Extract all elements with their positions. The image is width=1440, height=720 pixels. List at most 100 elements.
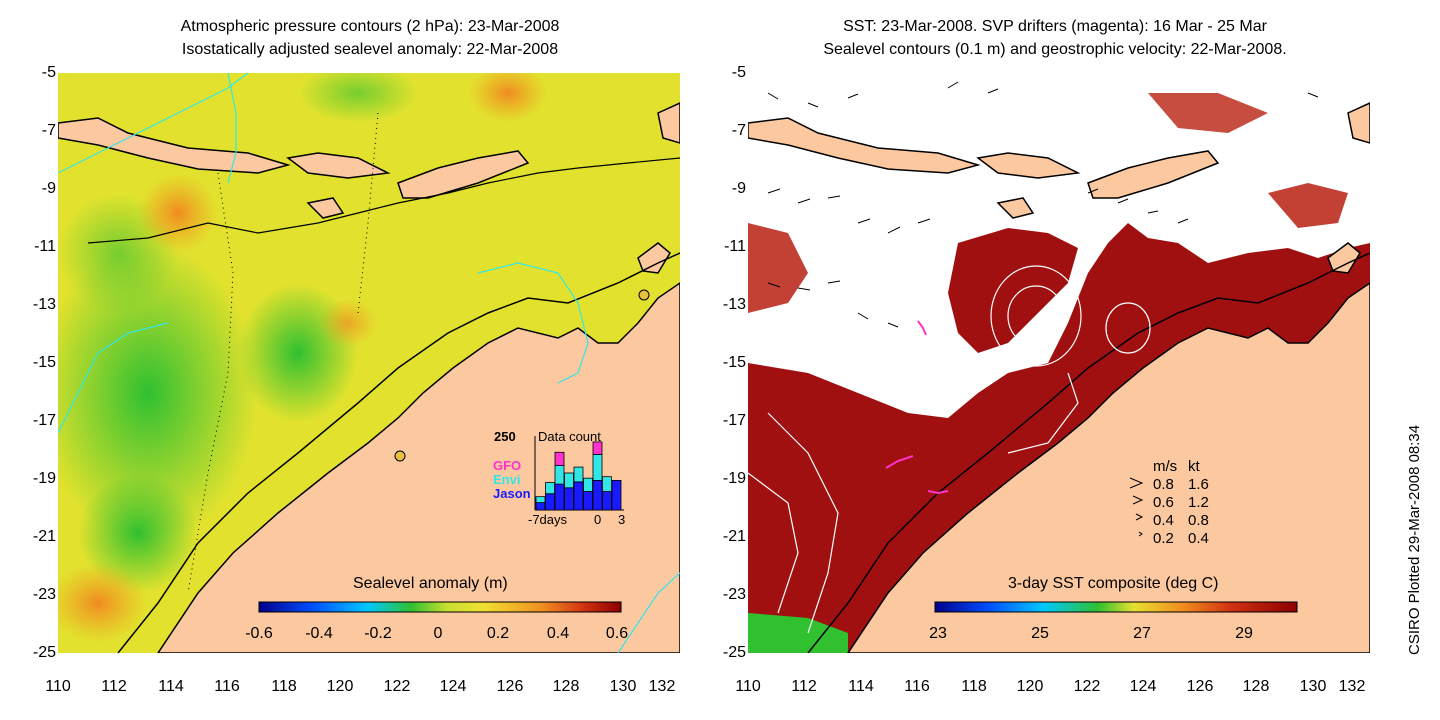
left-title-line2: Isostatically adjusted sealevel anomaly:… xyxy=(181,41,559,58)
inset-bar-envi xyxy=(573,466,584,483)
right-colorbar-tick: 27 xyxy=(1133,625,1151,642)
left-title-line1: Atmospheric pressure contours (2 hPa): 2… xyxy=(180,18,560,35)
right-colorbar-tick: 25 xyxy=(1031,625,1049,642)
right-ytick: -19 xyxy=(722,470,746,487)
right-xtick: 120 xyxy=(1016,678,1044,695)
inset-bar-jason xyxy=(592,480,603,511)
inset-bar-jason xyxy=(611,480,622,511)
right-xtick: 114 xyxy=(848,678,874,695)
left-xtick: 122 xyxy=(383,678,411,695)
inset-legend-envi: Envi xyxy=(493,472,521,487)
right-colorbar xyxy=(934,601,1298,613)
left-ytick: -7 xyxy=(41,122,56,139)
left-xtick: 118 xyxy=(271,678,297,695)
right-title-line2: Sealevel contours (0.1 m) and geostrophi… xyxy=(823,41,1287,58)
right-xtick: 126 xyxy=(1186,678,1214,695)
right-ytick: -5 xyxy=(731,64,746,81)
left-xtick: 130 xyxy=(609,678,637,695)
right-ytick: -15 xyxy=(722,354,746,371)
left-xtick: 126 xyxy=(496,678,524,695)
left-colorbar-tick: -0.6 xyxy=(245,625,273,642)
right-colorbar-label: 3-day SST composite (deg C) xyxy=(1008,575,1219,592)
left-ytick: -9 xyxy=(41,180,56,197)
speed-legend-arrows xyxy=(1129,477,1144,537)
right-xtick: 110 xyxy=(735,678,761,695)
inset-bar-jason xyxy=(583,491,593,511)
speed-legend-header-ms: m/s xyxy=(1153,458,1178,475)
inset-bar-jason xyxy=(554,483,565,511)
right-title-line1: SST: 23-Mar-2008. SVP drifters (magenta)… xyxy=(843,18,1267,35)
left-colorbar xyxy=(258,601,622,613)
right-ytick: -21 xyxy=(722,528,746,545)
left-colorbar-label: Sealevel anomaly (m) xyxy=(353,575,508,592)
inset-bar-gfo xyxy=(592,441,603,455)
right-xtick: 124 xyxy=(1129,678,1157,695)
data-count-inset xyxy=(534,436,624,511)
right-map xyxy=(748,73,1370,653)
speed-legend-ms: 0.6 xyxy=(1153,494,1174,511)
left-xtick: 124 xyxy=(439,678,467,695)
right-xtick: 112 xyxy=(791,678,817,695)
inset-title: Data count xyxy=(538,429,601,444)
left-colorbar-tick: 0.4 xyxy=(546,625,570,642)
speed-legend-kt: 0.8 xyxy=(1188,512,1209,529)
left-colorbar-tick: 0 xyxy=(433,625,443,642)
left-ytick: -21 xyxy=(32,528,56,545)
inset-xlabel-zero: 0 xyxy=(594,512,602,527)
left-colorbar-tick: -0.2 xyxy=(364,625,392,642)
right-xtick: 116 xyxy=(904,678,930,695)
speed-legend-ms: 0.8 xyxy=(1153,476,1174,493)
inset-bar-jason xyxy=(573,481,584,511)
left-xtick: 112 xyxy=(101,678,127,695)
inset-bar-jason xyxy=(545,493,555,511)
right-xtick: 128 xyxy=(1242,678,1270,695)
right-xtick: 130 xyxy=(1299,678,1327,695)
inset-bar-envi xyxy=(545,482,555,495)
inset-bar-jason xyxy=(535,502,546,511)
left-ytick: -15 xyxy=(32,354,56,371)
left-xtick: 132 xyxy=(648,678,676,695)
speed-legend-header-kt: kt xyxy=(1188,458,1200,475)
right-xtick: 118 xyxy=(961,678,987,695)
inset-bar-envi xyxy=(583,477,593,492)
left-colorbar-tick: -0.4 xyxy=(305,625,333,642)
speed-legend-kt: 1.2 xyxy=(1188,494,1209,511)
inset-bar-envi xyxy=(554,465,565,485)
left-colorbar-tick: 0.2 xyxy=(486,625,510,642)
inset-xlabel-start: -7days xyxy=(528,512,568,527)
right-ytick: -9 xyxy=(731,180,746,197)
left-map xyxy=(58,73,680,653)
left-xtick: 110 xyxy=(45,678,71,695)
right-ytick: -7 xyxy=(731,122,746,139)
inset-bar-gfo xyxy=(554,451,565,467)
speed-legend-kt: 0.4 xyxy=(1188,530,1209,547)
inset-legend-jason: Jason xyxy=(493,486,531,501)
left-ytick: -23 xyxy=(32,586,56,603)
inset-bar-envi xyxy=(592,454,603,481)
inset-bar-envi xyxy=(535,496,546,504)
left-xtick: 114 xyxy=(158,678,184,695)
left-ytick: -13 xyxy=(32,296,56,313)
left-xtick: 116 xyxy=(214,678,240,695)
right-ytick: -23 xyxy=(722,586,746,603)
inset-ymax-label: 250 xyxy=(494,429,516,444)
inset-bar-envi xyxy=(564,472,574,489)
right-ytick: -17 xyxy=(722,412,746,429)
left-xtick: 128 xyxy=(552,678,580,695)
left-colorbar-tick: 0.6 xyxy=(605,625,629,642)
inset-bar-jason xyxy=(602,491,612,511)
right-colorbar-tick: 23 xyxy=(929,625,947,642)
right-ytick: -25 xyxy=(722,644,746,661)
speed-legend-ms: 0.4 xyxy=(1153,512,1174,529)
speed-legend-kt: 1.6 xyxy=(1188,476,1209,493)
plotted-stamp: CSIRO Plotted 29-Mar-2008 08:34 xyxy=(1406,424,1423,655)
left-xtick: 120 xyxy=(326,678,354,695)
left-ytick: -5 xyxy=(41,64,56,81)
right-ytick: -13 xyxy=(722,296,746,313)
right-xtick: 122 xyxy=(1073,678,1101,695)
left-ytick: -11 xyxy=(34,238,56,255)
inset-bar-jason xyxy=(564,487,574,511)
right-colorbar-tick: 29 xyxy=(1235,625,1253,642)
left-ytick: -19 xyxy=(32,470,56,487)
inset-bar-envi xyxy=(602,476,612,492)
